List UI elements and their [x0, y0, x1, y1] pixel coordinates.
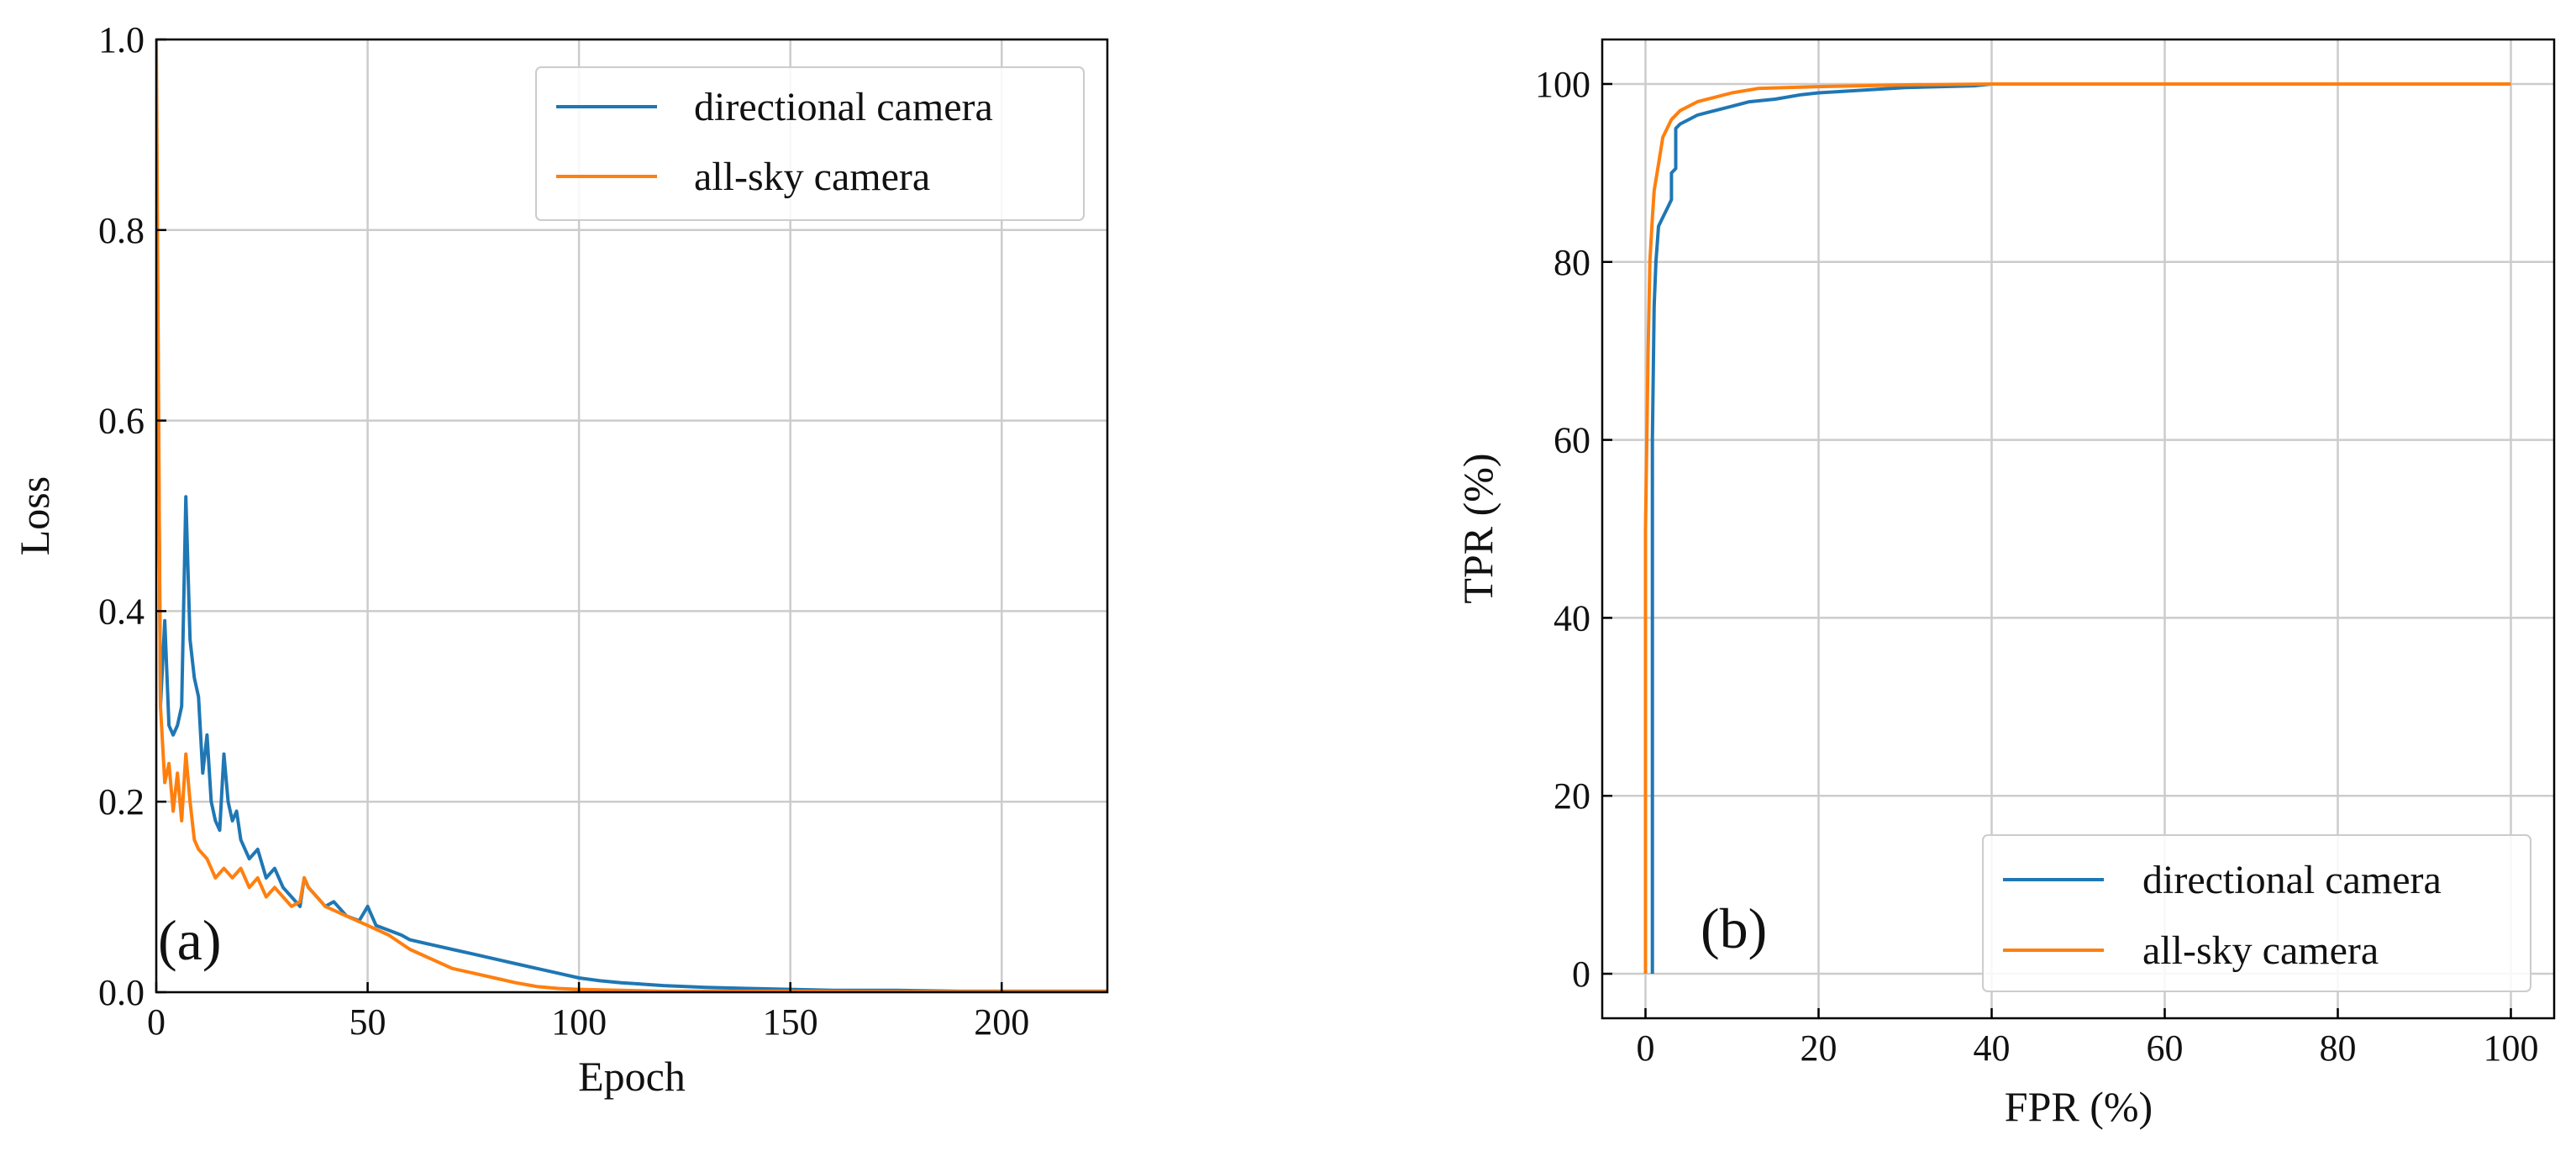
roc-chart-y-tick-label: 100 [1535, 64, 1590, 105]
loss-chart-series-allsky [156, 39, 1107, 992]
roc-chart-legend-label-allsky: all-sky camera [2142, 928, 2379, 973]
loss-chart-legend-label-allsky: all-sky camera [694, 155, 930, 199]
loss-chart-y-tick-label: 0.0 [98, 972, 145, 1013]
loss-chart-x-tick-label: 150 [763, 1001, 818, 1043]
roc-chart-y-tick-label: 60 [1553, 420, 1590, 461]
loss-chart-y-tick-label: 1.0 [98, 19, 145, 60]
loss-chart-x-axis-label: Epoch [578, 1053, 686, 1100]
loss-chart-legend-box [535, 66, 1085, 221]
roc-chart-x-tick-label: 100 [2484, 1027, 2539, 1069]
loss-chart-frame [155, 38, 1109, 994]
roc-chart-y-tick-label: 0 [1572, 954, 1590, 995]
loss-chart-x-tick-label: 50 [350, 1001, 386, 1043]
loss-chart-series [156, 39, 1107, 992]
loss-chart-legend-label-directional: directional camera [694, 85, 993, 129]
loss-chart: 0 50 100 150 200 0.0 0.2 0.4 0.6 0.8 1.0 Epoch Los… [11, 19, 1109, 1100]
loss-chart-y-tick-label: 0.6 [98, 401, 145, 442]
loss-chart-y-axis-label: Loss [11, 476, 58, 555]
roc-chart-x-tick-label: 20 [1801, 1027, 1837, 1069]
loss-chart-panel-label: (a) [158, 908, 221, 972]
loss-chart-x-tick-label: 200 [974, 1001, 1029, 1043]
roc-chart-y-tick-label: 40 [1553, 597, 1590, 639]
loss-chart-legend: directional camera all-sky camera [535, 66, 1085, 221]
roc-chart-ticks: 0 20 40 60 80 100 0 20 40 60 80 100 [1535, 64, 2539, 1069]
roc-chart-frame [1601, 38, 2556, 1020]
roc-chart-series-allsky [1643, 82, 2511, 974]
loss-chart-y-tick-label: 0.4 [98, 591, 145, 632]
loss-chart-ticks: 0 50 100 150 200 0.0 0.2 0.4 0.6 0.8 1.0 [98, 19, 1029, 1043]
roc-chart-x-tick-label: 60 [2147, 1027, 2184, 1069]
roc-chart-x-axis-label: FPR (%) [2005, 1083, 2153, 1130]
roc-chart-x-tick-label: 40 [1974, 1027, 2011, 1069]
roc-chart-y-axis-label: TPR (%) [1454, 453, 1501, 603]
loss-chart-x-tick-label: 0 [147, 1001, 166, 1043]
roc-chart-series [1643, 82, 2511, 974]
roc-chart: 0 20 40 60 80 100 0 20 40 60 80 100 FPR (%) TPR (%)… [1454, 38, 2556, 1130]
roc-chart-legend: directional camera all-sky camera [1982, 834, 2531, 992]
loss-chart-y-tick-label: 0.8 [98, 210, 145, 251]
roc-chart-legend-box [1982, 834, 2531, 992]
roc-chart-legend-label-directional: directional camera [2142, 858, 2442, 902]
loss-chart-y-tick-label: 0.2 [98, 781, 145, 823]
roc-chart-y-tick-label: 80 [1553, 242, 1590, 283]
roc-chart-series-directional [1650, 82, 2511, 974]
roc-chart-panel-label: (b) [1701, 896, 1767, 960]
roc-chart-x-tick-label: 0 [1637, 1027, 1655, 1069]
loss-chart-series-directional [156, 87, 1107, 992]
loss-chart-x-tick-label: 100 [551, 1001, 607, 1043]
roc-chart-y-tick-label: 20 [1553, 775, 1590, 817]
roc-chart-x-tick-label: 80 [2320, 1027, 2357, 1069]
